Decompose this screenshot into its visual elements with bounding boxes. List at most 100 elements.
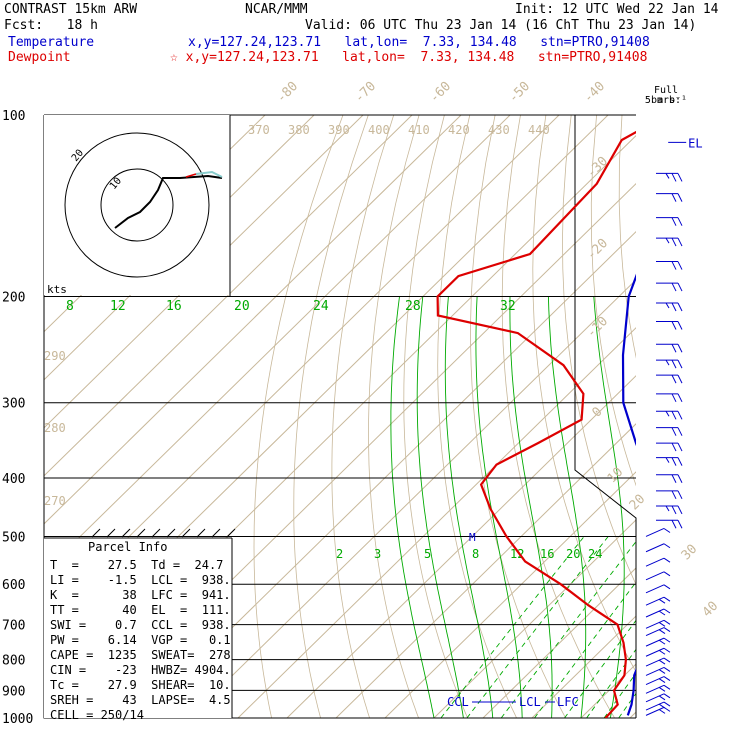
wind-barb xyxy=(645,647,671,657)
barb-flag xyxy=(671,359,677,369)
barb-flag xyxy=(677,217,683,226)
isotherm-label: -20 xyxy=(584,236,611,263)
theta-e-label: 440 xyxy=(528,123,550,137)
temperature-legend: Temperature xyxy=(8,35,95,50)
dry-adiabat-line xyxy=(618,115,636,359)
barb-flag xyxy=(665,173,670,179)
barb-flag xyxy=(671,344,677,353)
isotherm-label: -40 xyxy=(581,79,608,106)
barb-flag xyxy=(671,302,677,312)
pressure-label: 200 xyxy=(2,291,25,306)
barb-staff xyxy=(645,584,665,594)
mixing-ratio-line xyxy=(534,581,636,718)
wind-barb xyxy=(645,627,671,637)
isotherm-line xyxy=(580,663,636,718)
model-title: CONTRAST 15km ARW xyxy=(4,2,138,17)
barb-staff xyxy=(645,693,665,703)
barb-flag xyxy=(671,193,677,202)
mixing-ratio-line xyxy=(500,540,636,718)
isotherm-label: -60 xyxy=(427,79,454,106)
isotherm-label: -50 xyxy=(506,79,533,106)
barb-flag xyxy=(677,474,683,483)
dry-adiabat-line xyxy=(723,115,740,718)
dry-adiabat-line xyxy=(293,115,369,718)
parcel-info-row: CAPE = 1235 SWEAT= 278 xyxy=(50,648,231,662)
pressure-label: 1000 xyxy=(2,712,33,727)
wind-barb xyxy=(656,172,683,182)
parcel-box-hatch xyxy=(226,528,236,538)
parcel-box-hatch xyxy=(121,528,131,538)
mixing-ratio-label: 5 xyxy=(424,547,431,561)
wind-barb xyxy=(656,217,683,226)
barb-staff xyxy=(645,528,665,537)
mixing-ratio-label: 3 xyxy=(374,547,381,561)
theta-e-label: 400 xyxy=(368,123,390,137)
dry-adiabat-line xyxy=(590,115,636,487)
barb-staff xyxy=(645,543,665,553)
mixing-ratio-line xyxy=(603,672,636,718)
wind-barb xyxy=(645,657,671,667)
wind-barb xyxy=(645,684,671,694)
wind-barb xyxy=(645,693,671,703)
wind-barb xyxy=(656,374,683,384)
pressure-label: 300 xyxy=(2,397,25,412)
mixing-ratio-label: 24 xyxy=(588,547,602,561)
parcel-info-title: Parcel Info xyxy=(88,540,168,554)
isotherm-line xyxy=(44,115,413,477)
parcel-box xyxy=(44,538,232,718)
isotherm-label: -10 xyxy=(584,314,611,341)
wind-barb xyxy=(656,282,683,292)
wind-barb xyxy=(645,676,671,685)
barb-flag xyxy=(671,474,677,483)
mixing-ratio-label: 28 xyxy=(405,299,421,314)
barb-legend-units: 5 m s⁻¹ xyxy=(644,95,688,106)
parcel-info-row: Tc = 27.9 SHEAR= 10. xyxy=(50,678,231,692)
barb-flag xyxy=(663,676,671,681)
isotherm-line xyxy=(531,615,636,718)
barb-flag xyxy=(671,490,677,500)
hodograph-ring xyxy=(64,132,210,278)
isotherm-line xyxy=(44,115,364,429)
mixing-ratio-label: 8 xyxy=(472,547,479,561)
isotherm-label: 20 xyxy=(627,492,649,514)
isotherm-line xyxy=(188,279,636,718)
hodograph-trace xyxy=(114,174,223,229)
parcel-box-hatch xyxy=(196,528,206,538)
wind-barb xyxy=(656,474,683,483)
barb-staff xyxy=(645,706,665,716)
isotherm-line xyxy=(728,115,740,718)
barb-flag xyxy=(671,374,677,384)
barb-flag xyxy=(663,608,671,614)
barb-flag xyxy=(677,427,683,436)
pressure-label: 600 xyxy=(2,578,25,593)
barb-flag xyxy=(671,520,677,529)
barb-legend-title: Full barb: xyxy=(650,85,682,106)
barb-flag xyxy=(658,610,666,616)
hodograph-units-label: kts xyxy=(47,283,67,296)
barb-flag xyxy=(663,596,671,602)
barb-flag xyxy=(663,627,671,632)
mixing-ratio-line xyxy=(564,619,636,718)
el-label: EL xyxy=(688,136,702,150)
barb-flag xyxy=(658,598,666,604)
wind-barb xyxy=(645,557,671,567)
barb-flag xyxy=(677,520,683,529)
dry-adiabat-line xyxy=(646,115,740,718)
barb-flag xyxy=(663,557,671,563)
isotherm-line xyxy=(335,423,636,718)
parcel-info-row: SREH = 43 LAPSE= 4.5 xyxy=(50,693,231,707)
parcel-box-hatch xyxy=(181,528,191,538)
center-label: NCAR/MMM xyxy=(245,2,308,17)
lfc-label: LFC xyxy=(557,695,579,709)
wind-barb xyxy=(656,427,683,436)
mixing-ratio-line xyxy=(618,692,636,718)
pressure-label: 800 xyxy=(2,654,25,669)
wind-barb xyxy=(656,343,683,353)
isotherm-label: 40 xyxy=(700,599,722,621)
barb-flag xyxy=(671,427,677,436)
moist-adiabat-line xyxy=(593,296,625,718)
parcel-info-row: T = 27.5 Td = 24.7 xyxy=(50,558,224,572)
isotherm-label: -80 xyxy=(274,79,301,106)
dry-adiabat-line xyxy=(698,115,740,718)
barb-flag xyxy=(677,282,683,292)
